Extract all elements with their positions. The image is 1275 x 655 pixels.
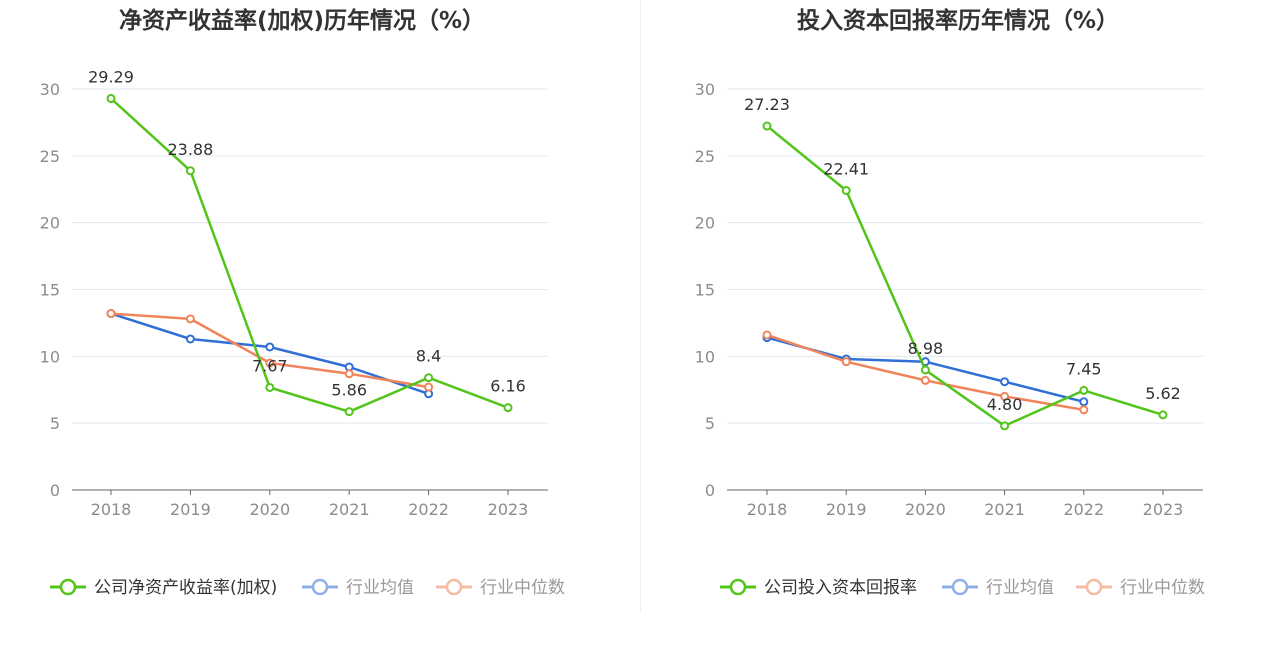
x-tick-label: 2022 (1063, 500, 1104, 519)
legend-item-median[interactable] (1076, 578, 1112, 596)
roic-chart-panel: 投入资本回报率历年情况（%） 0 5 10 15 20 25 30 2018 2019 2020 20… (640, 0, 1275, 655)
legend-item-average[interactable] (302, 578, 338, 596)
y-tick-label: 30 (40, 80, 60, 99)
data-point-company[interactable] (920, 365, 930, 375)
data-point-company[interactable] (762, 121, 772, 131)
data-label: 29.29 (88, 67, 134, 86)
y-tick-label: 20 (40, 214, 60, 233)
data-label: 5.86 (331, 381, 367, 400)
roic-line-chart: 投入资本回报率历年情况（%） 0 5 10 15 20 25 30 2018 2019 2020 20… (695, 7, 1205, 598)
y-tick-label: 10 (40, 347, 60, 366)
data-point-median[interactable] (1079, 405, 1089, 415)
legend-label: 行业中位数 (1120, 578, 1205, 598)
data-point-median[interactable] (920, 375, 930, 385)
data-label: 6.16 (490, 377, 526, 396)
roe-line-chart: 净资产收益率(加权)历年情况（%） 0 5 10 15 20 25 30 2018 2019 202… (40, 7, 565, 598)
data-label: 4.80 (987, 395, 1023, 414)
data-point-median[interactable] (106, 309, 116, 319)
chart-title: 净资产收益率(加权)历年情况（%） (119, 7, 485, 34)
panel-divider (640, 0, 641, 612)
y-tick-label: 5 (50, 414, 60, 433)
legend-label: 公司净资产收益率(加权) (94, 578, 277, 598)
data-point-company[interactable] (265, 382, 275, 392)
x-tick-label: 2018 (91, 500, 132, 519)
data-point-median[interactable] (841, 357, 851, 367)
y-tick-label: 15 (40, 281, 60, 300)
data-point-median[interactable] (265, 358, 275, 368)
data-point-average[interactable] (265, 342, 275, 352)
legend-item-company[interactable] (50, 578, 86, 596)
x-tick-label: 2019 (170, 500, 211, 519)
y-tick-label: 10 (695, 347, 715, 366)
data-point-company[interactable] (106, 93, 116, 103)
data-point-median[interactable] (1000, 391, 1010, 401)
data-point-median[interactable] (185, 314, 195, 324)
data-point-company[interactable] (344, 407, 354, 417)
chart-group: 投入资本回报率历年情况（%） 0 5 10 15 20 25 30 2018 2019 2020 20… (695, 7, 1205, 598)
legend-marker (729, 578, 747, 596)
series-line-company (766, 125, 1164, 428)
data-label: 7.45 (1066, 359, 1102, 378)
data-label: 5.62 (1145, 384, 1181, 403)
legend-label: 行业中位数 (480, 578, 565, 598)
chart-title: 投入资本回报率历年情况（%） (797, 7, 1119, 34)
data-label: 23.88 (167, 140, 213, 159)
data-point-company[interactable] (503, 403, 513, 413)
data-point-company[interactable] (1000, 421, 1010, 431)
data-point-average[interactable] (1079, 397, 1089, 407)
x-tick-label: 2023 (1143, 500, 1184, 519)
legend-label: 行业均值 (986, 578, 1054, 598)
roe-chart-panel: 净资产收益率(加权)历年情况（%） 0 5 10 15 20 25 30 2018 2019 202… (40, 7, 565, 598)
y-tick-label: 0 (705, 481, 715, 500)
data-point-company[interactable] (1079, 385, 1089, 395)
x-tick-label: 2022 (408, 500, 449, 519)
legend-marker (445, 578, 463, 596)
data-point-company[interactable] (185, 166, 195, 176)
legend-item-average[interactable] (942, 578, 978, 596)
data-label: 7.67 (252, 356, 288, 375)
y-tick-label: 25 (40, 147, 60, 166)
y-tick-label: 30 (695, 80, 715, 99)
x-tick-label: 2021 (329, 500, 370, 519)
y-tick-label: 5 (705, 414, 715, 433)
data-point-average[interactable] (185, 334, 195, 344)
data-label: 8.4 (416, 347, 441, 366)
data-point-median[interactable] (762, 330, 772, 340)
data-label: 22.41 (823, 159, 869, 178)
chart-group: 净资产收益率(加权)历年情况（%） 0 5 10 15 20 25 30 2018 2019 202… (40, 7, 565, 598)
legend-marker (59, 578, 77, 596)
legend-label: 公司投入资本回报率 (764, 578, 917, 598)
x-tick-label: 2020 (905, 500, 946, 519)
x-tick-label: 2019 (826, 500, 867, 519)
legend-item-median[interactable] (436, 578, 472, 596)
series-line-company (110, 97, 509, 413)
y-tick-label: 25 (695, 147, 715, 166)
y-tick-label: 20 (695, 214, 715, 233)
x-tick-label: 2021 (984, 500, 1025, 519)
legend-label: 行业均值 (346, 578, 414, 598)
series-line-average (110, 312, 429, 395)
x-tick-label: 2018 (747, 500, 788, 519)
data-point-company[interactable] (841, 185, 851, 195)
data-label: 8.98 (908, 339, 944, 358)
data-point-median[interactable] (344, 369, 354, 379)
data-point-company[interactable] (1158, 410, 1168, 420)
data-point-median[interactable] (424, 382, 434, 392)
x-tick-label: 2020 (249, 500, 290, 519)
legend-marker (1085, 578, 1103, 596)
legend-item-company[interactable] (720, 578, 756, 596)
y-tick-label: 15 (695, 281, 715, 300)
data-point-average[interactable] (1000, 377, 1010, 387)
data-point-company[interactable] (424, 373, 434, 383)
x-tick-label: 2023 (488, 500, 529, 519)
data-label: 27.23 (744, 95, 790, 114)
legend-marker (951, 578, 969, 596)
legend-marker (311, 578, 329, 596)
y-tick-label: 0 (50, 481, 60, 500)
